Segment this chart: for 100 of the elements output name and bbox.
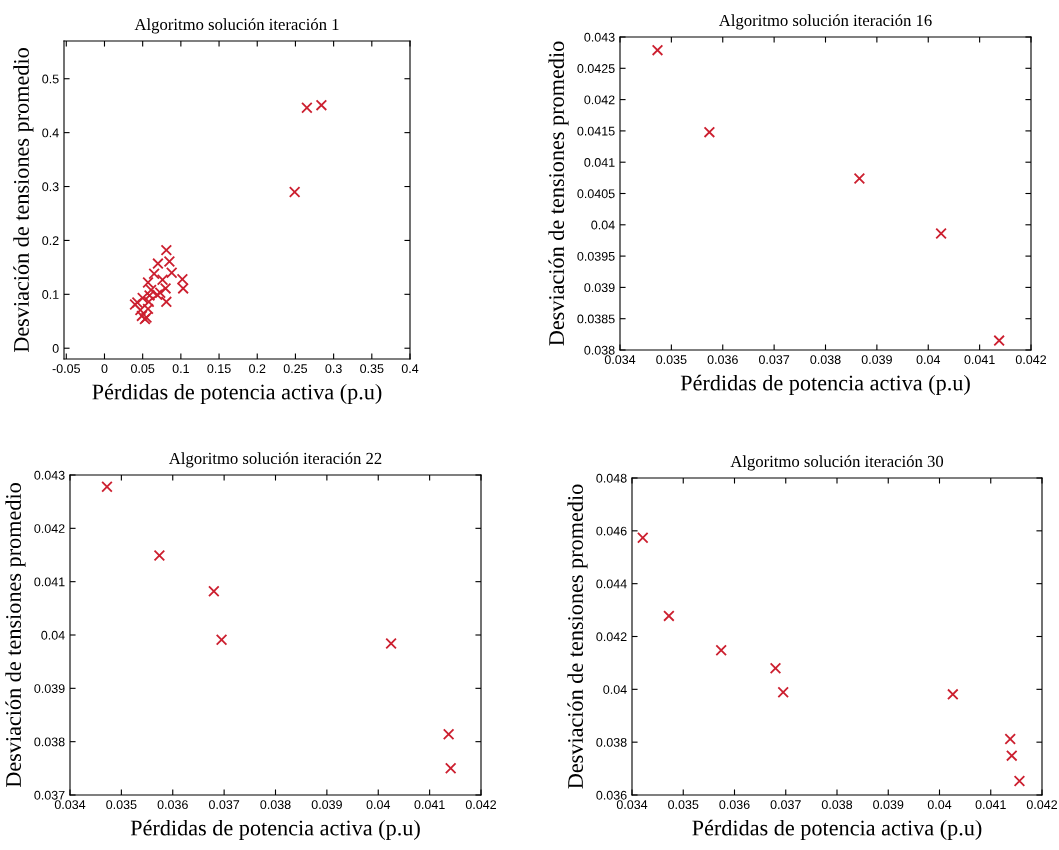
- point: [159, 282, 172, 295]
- y-tick-label: 0.036: [596, 790, 627, 800]
- y-tick-label: 0.039: [584, 283, 615, 293]
- y-tick-label: 0.0385: [577, 314, 615, 324]
- y-tick-label: 0.1: [42, 290, 59, 299]
- y-tick-label: 0.039: [34, 684, 65, 693]
- x-tick-label: 0: [101, 364, 108, 374]
- x-tick-label: 0.042: [1015, 355, 1047, 365]
- x-tick-label: 0.037: [770, 800, 801, 810]
- y-tick-label: 0.042: [584, 95, 615, 105]
- x-axis-title: Pérdidas de potencia activa (p.u): [92, 383, 382, 405]
- x-tick-label: 0.035: [106, 800, 137, 810]
- y-tick-label: 0.046: [596, 526, 627, 536]
- x-tick-label: 0.25: [283, 364, 308, 374]
- x-tick-label: 0.15: [207, 364, 231, 374]
- y-axis-title: Desviación de tensiones promedio: [567, 484, 588, 789]
- y-tick-label: 0.04: [603, 685, 627, 694]
- y-tick-label: 0.041: [584, 158, 615, 167]
- x-tick-label: 0.035: [656, 355, 687, 365]
- point: [651, 44, 664, 56]
- point: [153, 549, 166, 562]
- chart-title: Algoritmo solución iteración 30: [730, 455, 944, 471]
- y-tick-label: 0.038: [34, 737, 65, 747]
- x-tick-label: 0.05: [131, 364, 155, 374]
- x-tick-label: 0.038: [810, 355, 841, 365]
- x-axis-title: Pérdidas de potencia activa (p.u): [692, 819, 982, 841]
- x-tick-label: 0.038: [821, 800, 853, 810]
- point: [663, 610, 675, 622]
- x-tick-label: -0.05: [52, 364, 81, 374]
- point: [715, 644, 727, 657]
- y-tick-label: 0.043: [34, 470, 65, 480]
- point: [101, 480, 113, 493]
- x-tick-label: 0.041: [414, 800, 445, 810]
- y-axis-title: Desviación de tensiones promedio: [5, 483, 26, 788]
- x-tick-label: 0.35: [360, 364, 384, 374]
- y-tick-label: 0.042: [34, 524, 65, 533]
- y-tick-label: 0.04: [41, 630, 65, 640]
- x-tick-label: 0.036: [157, 800, 188, 810]
- point: [215, 634, 228, 646]
- x-tick-label: 0.4: [401, 364, 419, 374]
- y-tick-label: 0.04: [591, 220, 615, 230]
- point: [176, 273, 189, 285]
- x-tick-label: 0.036: [707, 355, 738, 365]
- point: [165, 266, 178, 279]
- point: [385, 637, 397, 650]
- y-tick-label: 0.3: [42, 182, 59, 192]
- x-tick-label: 0.042: [465, 800, 497, 810]
- x-tick-label: 0.04: [916, 355, 941, 365]
- point: [160, 296, 173, 308]
- chart-title: Algoritmo solución iteración 22: [168, 452, 382, 468]
- point: [288, 186, 301, 198]
- point: [142, 276, 154, 289]
- x-tick-label: 0.1: [172, 364, 189, 374]
- y-tick-label: 0.0395: [577, 251, 615, 261]
- y-tick-label: 0.0415: [577, 126, 615, 136]
- x-tick-label: 0.041: [975, 800, 1006, 810]
- y-tick-label: 0.043: [584, 32, 615, 42]
- point: [1004, 733, 1016, 745]
- x-tick-label: 0.034: [54, 800, 86, 810]
- y-tick-label: 0.044: [596, 579, 627, 589]
- point: [442, 728, 455, 740]
- x-tick-label: 0.038: [260, 800, 291, 810]
- chart-title: Algoritmo solución iteración 1: [134, 18, 339, 34]
- point: [444, 762, 457, 775]
- y-tick-label: 0.041: [34, 577, 65, 587]
- point: [853, 172, 866, 185]
- y-tick-label: 0.4: [42, 128, 59, 138]
- x-tick-label: 0.042: [1026, 800, 1058, 810]
- x-tick-label: 0.034: [604, 355, 636, 365]
- x-tick-label: 0.035: [668, 800, 699, 810]
- y-tick-label: 0.037: [34, 790, 65, 800]
- point: [636, 531, 649, 544]
- y-tick-label: 0: [52, 344, 59, 353]
- x-tick-label: 0.039: [873, 800, 904, 810]
- point: [315, 99, 328, 111]
- x-tick-label: 0.034: [616, 800, 648, 810]
- x-tick-label: 0.037: [758, 355, 790, 365]
- x-tick-label: 0.039: [861, 355, 892, 365]
- y-axis-title: Desviación de tensiones promedio: [548, 41, 569, 346]
- x-tick-label: 0.036: [719, 800, 750, 810]
- point: [301, 102, 313, 114]
- y-tick-label: 0.2: [42, 236, 59, 246]
- point: [947, 688, 959, 701]
- x-axis-title: Pérdidas de potencia activa (p.u): [680, 374, 970, 396]
- point: [156, 274, 169, 286]
- point: [703, 126, 716, 138]
- x-tick-label: 0.2: [249, 364, 266, 374]
- x-tick-label: 0.04: [927, 800, 952, 810]
- x-tick-label: 0.3: [325, 364, 342, 374]
- y-tick-label: 0.042: [596, 632, 627, 642]
- point: [993, 334, 1005, 347]
- y-tick-label: 0.5: [42, 74, 59, 84]
- point: [1013, 775, 1026, 787]
- y-tick-label: 0.0425: [577, 64, 615, 73]
- x-tick-label: 0.04: [366, 800, 391, 810]
- y-tick-label: 0.038: [584, 345, 615, 355]
- point: [1005, 749, 1018, 762]
- point: [148, 268, 160, 280]
- chart-title: Algoritmo solución iteración 16: [718, 14, 932, 30]
- y-tick-label: 0.038: [596, 737, 627, 747]
